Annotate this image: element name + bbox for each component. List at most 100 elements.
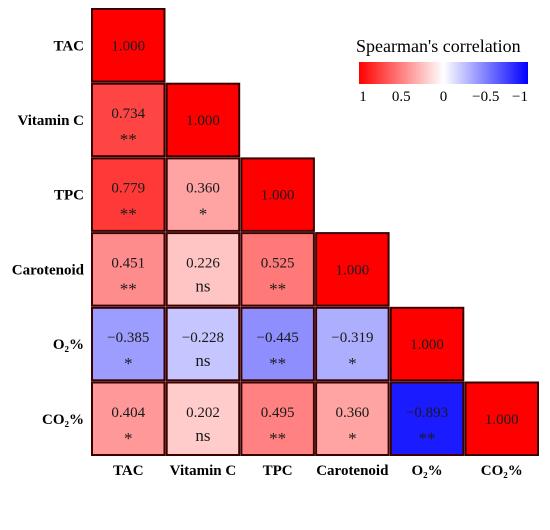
legend-tick-label: 0	[440, 89, 448, 105]
cell-fill	[91, 232, 166, 307]
x-tick-label: TAC	[113, 463, 144, 479]
heatmap-cell: 1.000	[91, 8, 166, 83]
cell-significance-label: **	[269, 429, 286, 448]
cell-fill	[389, 381, 465, 456]
cell-value-label: 0.360	[335, 405, 369, 421]
cell-value-label: 0.495	[261, 405, 295, 421]
cell-significance-label: **	[419, 429, 436, 448]
cell-significance-label: *	[348, 429, 357, 448]
cell-significance-label: ns	[195, 351, 210, 370]
cell-value-label: 0.360	[186, 181, 220, 197]
cell-fill	[315, 381, 390, 456]
cell-fill	[91, 306, 166, 382]
x-tick-label: Vitamin C	[170, 463, 237, 479]
cell-value-label: 0.226	[186, 255, 220, 271]
heatmap-cell: −0.319 *	[315, 306, 390, 382]
cell-significance-label: ns	[195, 426, 210, 445]
legend-tick-label: −0.5	[472, 89, 499, 105]
cell-fill	[165, 82, 241, 158]
legend-title: Spearman's correlation	[356, 36, 521, 56]
heatmap-cell: 0.404 *	[91, 381, 166, 456]
cell-fill	[240, 232, 315, 307]
legend-colorbar	[359, 62, 528, 84]
heatmap-cell: 0.779 **	[91, 157, 166, 232]
cell-fill	[240, 381, 315, 456]
y-axis-labels: TAC Vitamin C TPC Carotenoid O₂% CO₂%	[12, 38, 85, 428]
cell-significance-label: *	[199, 205, 208, 224]
cell-value-label: 1.000	[485, 412, 519, 428]
heatmap-cell: −0.445 **	[240, 306, 315, 382]
cell-value-label: 0.734	[111, 106, 145, 122]
heatmap-cell: 1.000	[389, 306, 465, 382]
cell-fill	[389, 306, 465, 382]
heatmap-cell: 1.000	[165, 82, 241, 158]
heatmap-cell: −0.893 **	[389, 381, 465, 456]
cell-fill	[91, 82, 166, 158]
cell-value-label: 1.000	[261, 188, 295, 204]
y-tick-label: TPC	[54, 188, 84, 204]
cell-fill	[165, 232, 241, 307]
legend-tick-label: 0.5	[392, 89, 411, 105]
legend-tick-label: 1	[359, 89, 367, 105]
y-tick-label: Carotenoid	[12, 262, 85, 278]
cell-value-label: −0.385	[107, 330, 149, 346]
cell-significance-label: *	[348, 354, 357, 373]
cell-fill	[315, 232, 390, 307]
cell-fill	[91, 8, 166, 83]
cell-value-label: 0.779	[111, 181, 145, 197]
y-tick-label: CO₂%	[42, 412, 84, 428]
color-legend: Spearman's correlation 1 0.5 0 −0.5 −1	[356, 36, 528, 105]
cell-value-label: 0.202	[186, 405, 220, 421]
heatmap-cell: −0.385 *	[91, 306, 166, 382]
cell-fill	[91, 157, 166, 232]
y-tick-label: TAC	[53, 38, 84, 54]
cell-significance-label: ns	[195, 276, 210, 295]
heatmap-cell: −0.228 ns	[165, 306, 241, 382]
cell-significance-label: **	[120, 279, 137, 298]
cell-value-label: −0.893	[406, 405, 448, 421]
cell-value-label: 1.000	[410, 337, 444, 353]
cell-fill	[240, 157, 315, 232]
cell-significance-label: **	[120, 130, 137, 149]
cell-fill	[315, 306, 390, 382]
x-tick-label: Carotenoid	[316, 463, 389, 479]
cell-fill	[165, 381, 241, 456]
heatmap-cell: 0.360 *	[165, 157, 241, 232]
cell-significance-label: *	[124, 354, 133, 373]
heatmap-cell: 0.451 **	[91, 232, 166, 307]
heatmap-cell: 0.734 **	[91, 82, 166, 158]
y-tick-label: Vitamin C	[17, 113, 84, 129]
cell-value-label: 0.451	[111, 255, 145, 271]
cell-fill	[165, 306, 241, 382]
x-tick-label: CO₂%	[481, 463, 523, 479]
heatmap-cell: 0.226 ns	[165, 232, 241, 307]
x-tick-label: TPC	[263, 463, 293, 479]
heatmap-cell: 1.000	[240, 157, 315, 232]
heatmap-cell: 0.525 **	[240, 232, 315, 307]
cell-value-label: 1.000	[111, 38, 145, 54]
cell-fill	[91, 381, 166, 456]
cell-value-label: 0.525	[261, 255, 295, 271]
heatmap-cell: 0.495 **	[240, 381, 315, 456]
heatmap-cell: 1.000	[464, 381, 539, 456]
cell-value-label: −0.228	[182, 330, 224, 346]
cell-significance-label: **	[269, 354, 286, 373]
cell-significance-label: **	[120, 205, 137, 224]
x-tick-label: O₂%	[411, 463, 442, 479]
cell-fill	[464, 381, 539, 456]
cell-value-label: 1.000	[186, 113, 220, 129]
cell-value-label: 0.404	[111, 405, 145, 421]
legend-tick-label: −1	[512, 89, 528, 105]
cell-significance-label: **	[269, 279, 286, 298]
cell-fill	[165, 157, 241, 232]
cell-significance-label: *	[124, 429, 133, 448]
x-axis-labels: TAC Vitamin C TPC Carotenoid O₂% CO₂%	[113, 463, 523, 479]
cell-value-label: −0.445	[257, 330, 299, 346]
heatmap-cell: 0.360 *	[315, 381, 390, 456]
cell-fill	[240, 306, 315, 382]
heatmap-cell: 0.202 ns	[165, 381, 241, 456]
cell-value-label: 1.000	[335, 262, 369, 278]
cell-value-label: −0.319	[331, 330, 373, 346]
legend-ticks: 1 0.5 0 −0.5 −1	[359, 89, 528, 105]
